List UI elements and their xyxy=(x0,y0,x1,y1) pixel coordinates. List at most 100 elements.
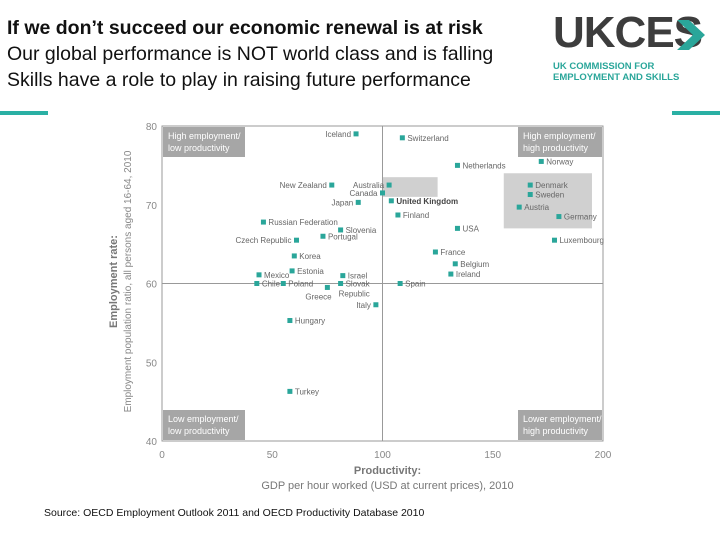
quadrant-label-bottom-left-line-1: low productivity xyxy=(168,426,230,436)
highlight-region-uk xyxy=(382,177,438,197)
accent-bar-right xyxy=(672,111,720,115)
x-tick-label-1: 50 xyxy=(267,450,279,461)
point-canada xyxy=(380,190,385,196)
point-norway xyxy=(538,158,544,164)
highlight-region-top-group xyxy=(503,173,592,229)
point-label-iceland: Iceland xyxy=(325,130,351,139)
point-korea xyxy=(291,253,297,259)
y-axis-subtitle: Employment population ratio, all persons… xyxy=(123,150,134,412)
point-label-korea: Korea xyxy=(299,252,321,261)
point-label-new-zealand: New Zealand xyxy=(280,181,327,190)
point-label-hungary: Hungary xyxy=(295,317,325,326)
x-tick-label-2: 100 xyxy=(374,450,391,461)
quadrant-label-top-right-line-1: high productivity xyxy=(523,143,589,153)
quadrant-label-bottom-right-line-0: Lower employment/ xyxy=(523,414,602,424)
source-note: Source: OECD Employment Outlook 2011 and… xyxy=(44,507,425,519)
logo-arrow-icon xyxy=(677,20,705,50)
point-spain xyxy=(397,281,403,286)
y-axis-title: Employment rate: xyxy=(108,235,120,328)
point-label-united-kingdom: United Kingdom xyxy=(396,197,458,206)
point-label-slovak: Slovak xyxy=(346,280,371,289)
quadrant-label-bottom-left-box xyxy=(163,410,245,440)
point-label-slovenia: Slovenia xyxy=(346,226,377,235)
point-italy xyxy=(373,302,379,308)
point-new-zealand xyxy=(329,182,335,188)
point-label-sweden: Sweden xyxy=(535,191,564,200)
point-hungary xyxy=(287,318,293,324)
point-chile xyxy=(254,281,260,286)
x-tick-label-4: 200 xyxy=(595,450,612,461)
point-belgium xyxy=(452,261,458,267)
quadrant-label-top-right: High employment/high productivity xyxy=(518,127,602,157)
point-label-switzerland: Switzerland xyxy=(407,134,448,143)
point-label-republic: Republic xyxy=(339,290,370,299)
point-label-luxembourg: Luxembourg xyxy=(559,236,603,245)
point-label-turkey: Turkey xyxy=(295,387,319,396)
point-label-portugal: Portugal xyxy=(328,232,358,241)
x-tick-label-0: 0 xyxy=(159,450,165,461)
quadrant-label-top-right-line-0: High employment/ xyxy=(523,131,596,141)
ukces-logo: UKCES UK COMMISSION FOR EMPLOYMENT AND S… xyxy=(553,8,713,84)
point-label-chile: Chile xyxy=(262,280,281,289)
point-poland xyxy=(280,281,286,286)
point-iceland xyxy=(353,131,359,137)
point-czech-republic xyxy=(294,237,300,243)
point-denmark xyxy=(527,182,533,188)
quadrant-label-bottom-right-box xyxy=(518,410,602,440)
quadrant-label-top-right-box xyxy=(518,127,602,157)
point-label-netherlands: Netherlands xyxy=(462,161,505,170)
point-label-france: France xyxy=(440,248,465,257)
point-label-poland: Poland xyxy=(288,280,313,289)
point-label-australia: Australia xyxy=(353,181,385,190)
point-label-mexico: Mexico xyxy=(264,271,290,280)
x-tick-label-3: 150 xyxy=(484,450,501,461)
headline-line-2: Our global performance is NOT world clas… xyxy=(7,43,494,65)
point-israel xyxy=(340,273,346,279)
point-switzerland xyxy=(399,135,405,141)
quadrant-label-top-left-line-0: High employment/ xyxy=(168,131,241,141)
x-axis-subtitle: GDP per hour worked (USD at current pric… xyxy=(261,480,513,492)
point-france xyxy=(432,249,438,255)
point-label-ireland: Ireland xyxy=(456,270,480,279)
quadrant-label-bottom-left: Low employment/low productivity xyxy=(163,410,245,440)
point-ireland xyxy=(448,271,454,277)
point-label-spain: Spain xyxy=(405,280,425,289)
headline-line-1: If we don’t succeed our economic renewal… xyxy=(7,17,483,39)
logo-subtitle-line-1: UK COMMISSION FOR xyxy=(553,61,655,72)
point-label-israel: Israel xyxy=(348,272,368,281)
headline-line-3: Skills have a role to play in raising fu… xyxy=(7,69,471,91)
quadrant-label-top-left-line-1: low productivity xyxy=(168,143,230,153)
x-axis-title: Productivity: xyxy=(354,465,421,477)
quadrant-label-top-left: High employment/low productivity xyxy=(163,127,245,157)
point-label-canada: Canada xyxy=(349,189,378,198)
point-usa xyxy=(454,225,460,231)
logo-wordmark: UKCES xyxy=(553,8,703,57)
point-australia xyxy=(386,182,392,188)
point-japan xyxy=(355,199,361,205)
point-label-finland: Finland xyxy=(403,211,429,220)
quadrant-label-bottom-left-line-0: Low employment/ xyxy=(168,414,239,424)
point-label-greece: Greece xyxy=(305,292,332,301)
point-slovenia xyxy=(338,227,344,233)
quadrant-label-top-left-box xyxy=(163,127,245,157)
point-label-belgium: Belgium xyxy=(460,260,489,269)
point-greece xyxy=(324,284,330,290)
point-united-kingdom xyxy=(388,198,394,204)
accent-bar-left xyxy=(0,111,48,115)
point-netherlands xyxy=(454,162,460,168)
point-label-italy: Italy xyxy=(356,301,371,310)
point-portugal xyxy=(320,233,326,239)
point-label-denmark: Denmark xyxy=(535,181,568,190)
point-label-czech-republic: Czech Republic xyxy=(235,236,291,245)
point-luxembourg xyxy=(551,237,557,243)
y-tick-label-1: 50 xyxy=(146,358,158,369)
point-label-austria: Austria xyxy=(524,203,549,212)
point-germany xyxy=(556,214,562,220)
point-label-russian-federation: Russian Federation xyxy=(268,218,337,227)
point-russian-federation xyxy=(260,219,266,225)
point-slovak-republic xyxy=(338,281,344,286)
point-sweden xyxy=(527,192,533,198)
quadrant-label-bottom-right: Lower employment/high productivity xyxy=(518,410,602,440)
y-tick-label-4: 80 xyxy=(146,122,158,133)
